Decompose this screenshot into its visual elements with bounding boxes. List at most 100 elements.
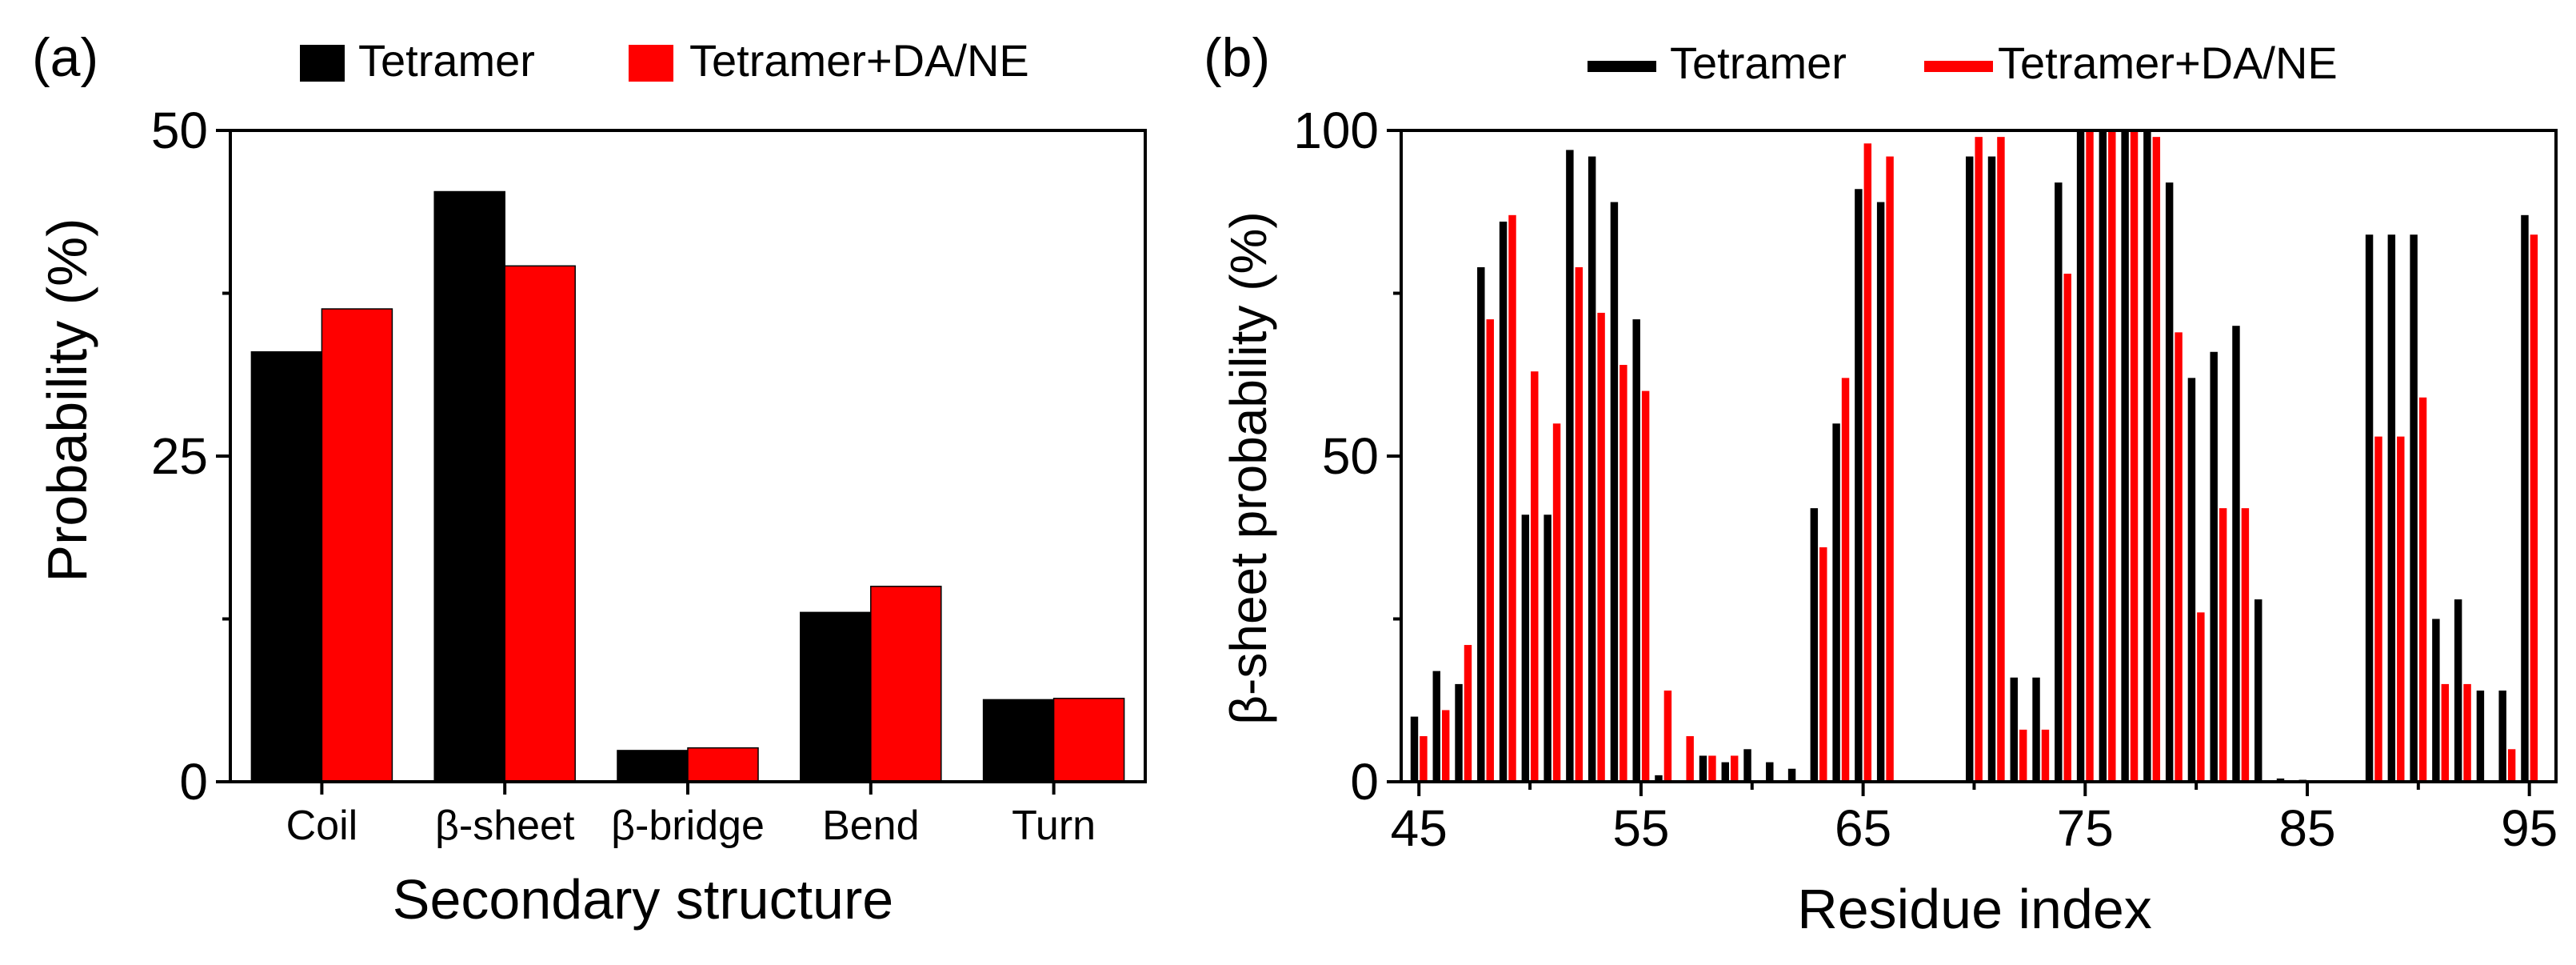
x-axis-title-a: Secondary structure	[393, 868, 893, 931]
bar-tetramer-56	[1655, 775, 1663, 782]
panel-a: (a) Tetramer Tetramer+DA/NE Coil β-sheet β…	[32, 27, 1147, 931]
legend-b-label-tetramer: Tetramer	[1670, 38, 1847, 88]
bar-tetramer-da-ne-82	[2241, 508, 2250, 782]
bar-tetramer-da-ne-70	[1975, 137, 1983, 782]
bar-tetramer-da-ne-4	[1052, 698, 1125, 783]
panel-b-label: (b)	[1204, 27, 1270, 88]
legend-b: Tetramer Tetramer+DA/NE	[1588, 38, 2338, 88]
bar-tetramer-da-ne-51	[1552, 423, 1561, 782]
bar-tetramer-58	[1699, 755, 1707, 782]
bar-tetramer-da-ne-50	[1531, 371, 1539, 782]
bar-tetramer-90	[2410, 234, 2418, 782]
x-tick-label-a-3: Bend	[822, 803, 919, 849]
bar-tetramer-da-ne-47	[1464, 645, 1472, 782]
bar-tetramer-da-ne-57	[1686, 736, 1694, 782]
bar-tetramer-da-ne-88	[2374, 436, 2382, 782]
bar-tetramer-da-ne-48	[1486, 319, 1494, 782]
x-tick-label-b-5: 95	[2501, 799, 2558, 857]
bar-tetramer-da-ne-79	[2175, 332, 2183, 783]
bar-tetramer-da-ne-65	[1863, 143, 1872, 782]
legend-a-swatch-tetramer-da-ne	[629, 45, 673, 82]
bar-tetramer-60	[1743, 749, 1751, 782]
bar-tetramer-76	[2099, 130, 2107, 782]
bar-tetramer-50	[1521, 515, 1530, 782]
bar-tetramer-da-ne-1	[504, 265, 576, 783]
bar-tetramer-71	[1987, 156, 1996, 782]
bar-tetramer-70	[1966, 156, 1974, 782]
bar-tetramer-da-ne-55	[1641, 390, 1650, 782]
bar-tetramer-59	[1721, 762, 1729, 782]
bar-tetramer-46	[1432, 671, 1440, 782]
legend-b-swatch-tetramer	[1588, 61, 1656, 72]
x-tick-label-b-2: 65	[1835, 799, 1891, 857]
bar-tetramer-da-ne-66	[1886, 156, 1894, 782]
bar-tetramer-78	[2143, 130, 2151, 782]
bar-tetramer-72	[2010, 677, 2018, 782]
bar-tetramer-da-ne-58	[1708, 755, 1716, 782]
bar-tetramer-73	[2032, 677, 2040, 782]
bar-tetramer-da-ne-49	[1508, 214, 1516, 782]
bar-tetramer-da-ne-75	[2086, 130, 2094, 782]
bar-tetramer-da-ne-89	[2397, 436, 2405, 782]
bar-tetramer-84	[2276, 778, 2285, 782]
bar-tetramer-3	[800, 611, 872, 783]
bar-tetramer-47	[1455, 683, 1463, 782]
bar-tetramer-75	[2076, 130, 2085, 782]
bar-tetramer-da-ne-72	[2019, 729, 2027, 782]
y-axis-title-a: Probability (%)	[36, 218, 98, 582]
bar-tetramer-62	[1787, 768, 1796, 782]
bar-tetramer-51	[1544, 515, 1552, 782]
bar-tetramer-da-ne-2	[687, 747, 759, 783]
bar-tetramer-66	[1876, 202, 1885, 783]
bar-tetramer-da-ne-0	[321, 308, 393, 783]
plot-area-b: 0 50 100 45 55 65 75 85 95	[1293, 102, 2558, 857]
bar-tetramer-77	[2121, 130, 2129, 782]
bar-tetramer-da-ne-71	[1997, 137, 2005, 782]
bar-tetramer-64	[1832, 423, 1840, 782]
bar-tetramer-53	[1588, 156, 1596, 782]
bar-tetramer-89	[2387, 234, 2396, 782]
panel-b: (b) Tetramer Tetramer+DA/NE 0 50 100 45 55 65…	[1204, 27, 2558, 940]
x-tick-label-b-3: 75	[2057, 799, 2114, 857]
legend-a-label-tetramer: Tetramer	[358, 35, 535, 86]
bar-tetramer-93	[2476, 691, 2485, 782]
bar-tetramer-da-ne-54	[1619, 365, 1627, 782]
bar-tetramer-80	[2187, 378, 2196, 782]
x-tick-label-a-2: β-bridge	[611, 803, 765, 849]
legend-b-swatch-tetramer-da-ne	[1924, 61, 1993, 72]
bar-tetramer-79	[2165, 182, 2174, 782]
bar-tetramer-da-ne-59	[1730, 755, 1739, 782]
plot-area-a: Coil β-sheet β-bridge Bend Turn 0 25 50	[151, 102, 1147, 849]
bar-tetramer-da-ne-45	[1420, 736, 1428, 782]
bar-tetramer-0	[250, 351, 323, 783]
bar-tetramer-4	[982, 699, 1055, 783]
bar-tetramer-da-ne-90	[2418, 397, 2427, 782]
y-tick-label-a-1: 25	[151, 427, 208, 485]
bar-tetramer-da-ne-52	[1575, 266, 1584, 782]
bar-tetramer-da-ne-63	[1819, 547, 1827, 782]
legend-b-label-tetramer-da-ne: Tetramer+DA/NE	[1998, 38, 2338, 88]
bar-tetramer-da-ne-76	[2108, 130, 2116, 782]
bar-tetramer-da-ne-80	[2197, 612, 2205, 782]
bar-tetramer-95	[2521, 214, 2529, 782]
bar-tetramer-da-ne-74	[2063, 274, 2071, 783]
y-tick-label-b-2: 100	[1293, 102, 1379, 159]
panel-a-label: (a)	[32, 27, 98, 88]
bar-tetramer-da-ne-94	[2507, 749, 2516, 782]
bar-tetramer-da-ne-78	[2152, 137, 2161, 782]
bar-tetramer-74	[2055, 182, 2063, 782]
bar-tetramer-da-ne-81	[2219, 508, 2227, 782]
bar-tetramer-da-ne-56	[1663, 691, 1672, 782]
x-tick-label-b-1: 55	[1612, 799, 1669, 857]
bar-tetramer-da-ne-64	[1841, 378, 1850, 782]
x-tick-label-b-0: 45	[1391, 799, 1448, 857]
bar-tetramer-88	[2365, 234, 2374, 782]
bar-tetramer-91	[2432, 619, 2440, 782]
bar-tetramer-da-ne-77	[2130, 130, 2139, 782]
legend-a: Tetramer Tetramer+DA/NE	[300, 35, 1029, 86]
y-axis-title-b: β-sheet probability (%)	[1220, 211, 1277, 725]
bar-tetramer-da-ne-91	[2441, 683, 2450, 782]
x-tick-label-a-4: Turn	[1012, 803, 1096, 849]
bar-tetramer-48	[1477, 266, 1485, 782]
